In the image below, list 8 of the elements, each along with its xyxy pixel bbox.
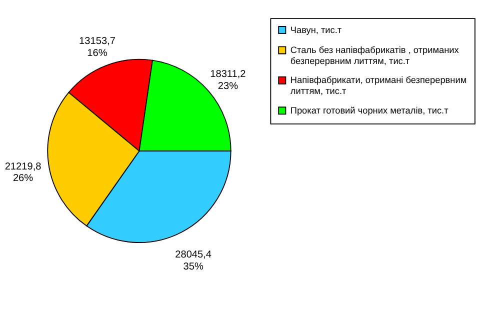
data-label: 13153,7 16% [79, 36, 116, 60]
legend-label: Сталь без напівфабрикатів , отриманих безперервним литтям, тис.т [290, 44, 460, 66]
legend-label: Напівфабрикати, отримані безперервним литтям, тис.т [290, 75, 467, 96]
legend-label: Прокат готовий чорних металів, тис.т [290, 105, 450, 116]
data-label: 18311,2 23% [210, 69, 246, 92]
legend-label: Чавун, тис.т [290, 24, 342, 35]
data-label: 28045,4 35% [175, 250, 212, 273]
data-label: 21219,8 26% [4, 161, 42, 184]
